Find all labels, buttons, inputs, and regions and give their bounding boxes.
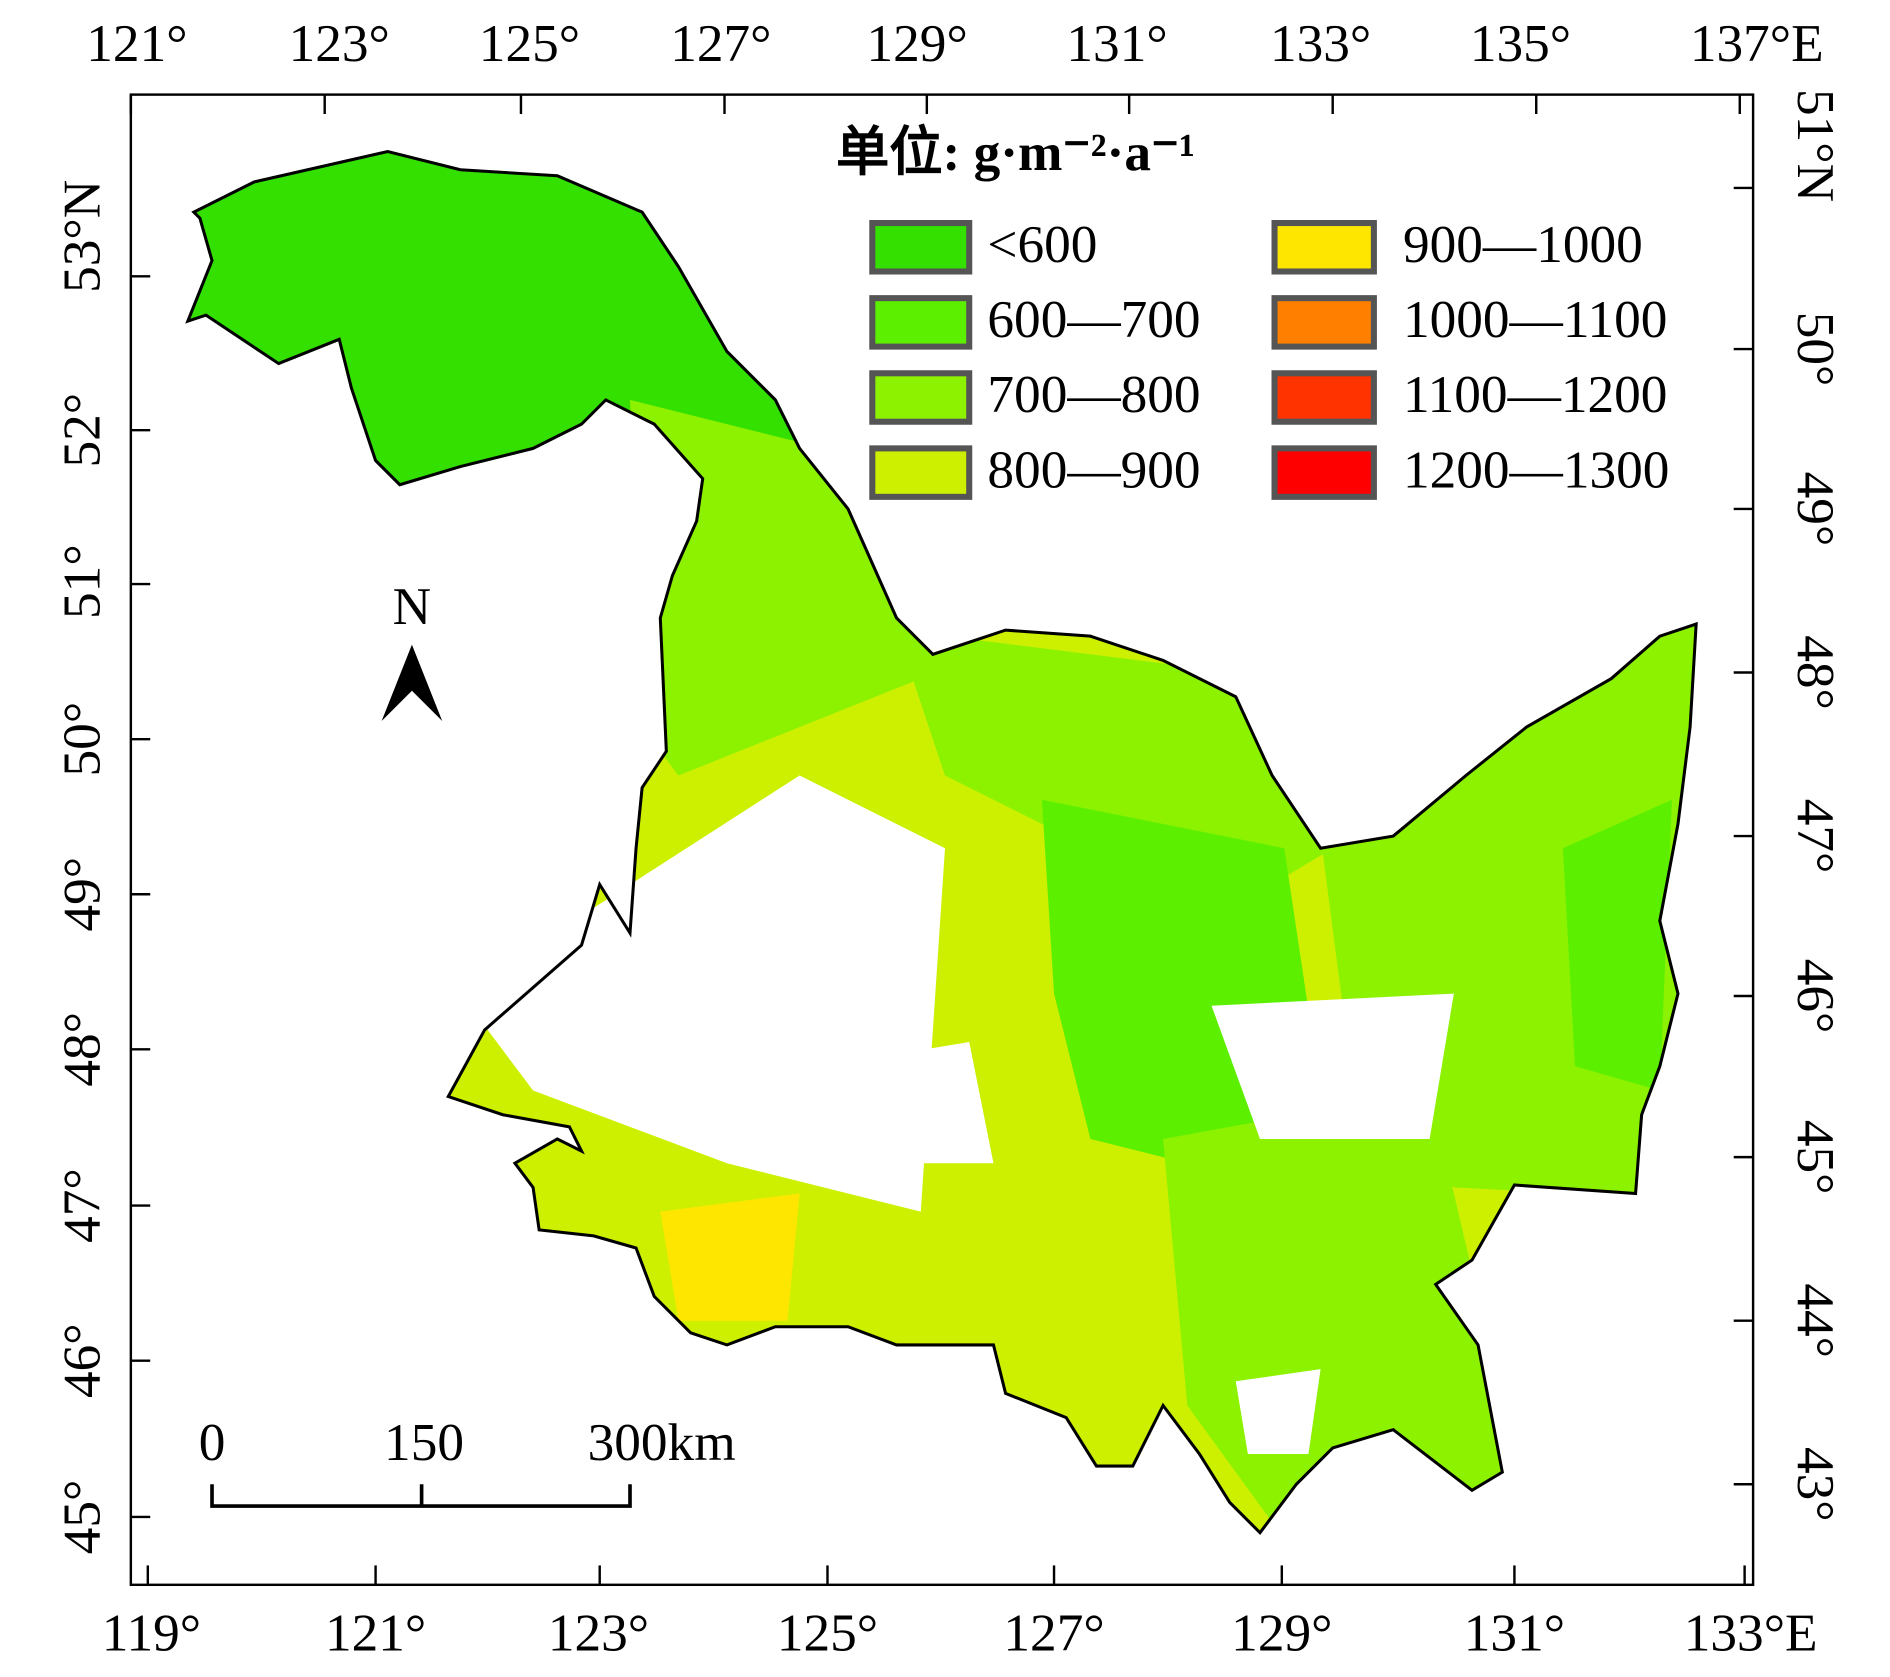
right-axis-label: 46° [1786,959,1845,1034]
top-axis-label: 127° [670,14,771,73]
right-axis-label: 44° [1786,1283,1845,1358]
legend-swatch [869,295,973,350]
scale-bar [210,1484,632,1508]
top-axis-label: 121° [86,14,187,73]
bottom-axis-label: 131° [1464,1603,1565,1662]
left-axis-label: 48° [52,1012,111,1087]
legend-swatch [1271,445,1377,500]
right-axis-label: 51°N [1786,89,1845,202]
legend-swatch [1271,220,1377,275]
right-axis-label: 47° [1786,799,1845,874]
region-outline [185,150,1698,1536]
bottom-axis-label: 121° [325,1603,426,1662]
right-axis-label: 50° [1786,312,1845,387]
legend-swatch [869,220,973,275]
bottom-axis-label: 129° [1231,1603,1332,1662]
right-axis-label: 45° [1786,1120,1845,1195]
legend-title: 单位: g·m⁻²·a⁻¹ [836,123,1195,182]
map-frame [129,93,1755,1587]
bottom-axis-label: 133°E [1684,1603,1818,1662]
scale-label: 300km [588,1413,736,1472]
top-axis-label: 133° [1270,14,1371,73]
legend-label: 900—1000 [1403,215,1643,274]
left-axis-label: 47° [52,1168,111,1243]
top-axis-label: 137°E [1690,14,1824,73]
bottom-axis-label: 123° [548,1603,649,1662]
left-axis-label: 46° [52,1323,111,1398]
legend-label: 700—800 [987,365,1200,424]
scale-label: 150 [384,1413,464,1472]
north-label: N [393,577,431,636]
top-axis-label: 125° [479,14,580,73]
legend-label: 800—900 [987,440,1200,499]
legend-label: 1000—1100 [1403,290,1668,349]
top-axis-label: 131° [1066,14,1167,73]
top-axis-label: 135° [1470,14,1571,73]
left-axis-label: 50° [52,702,111,777]
left-axis-label: 51° [52,544,111,619]
bottom-axis-label: 127° [1003,1603,1104,1662]
top-axis-label: 123° [289,14,390,73]
legend-swatch [869,370,973,425]
right-axis-label: 48° [1786,635,1845,710]
left-axis-label: 52° [52,393,111,468]
legend-label: 1200—1300 [1403,440,1669,499]
left-axis-label: 45° [52,1480,111,1555]
left-axis-label: 53°N [52,180,111,293]
legend-label: <600 [987,215,1097,274]
right-axis-label: 49° [1786,472,1845,547]
left-axis-label: 49° [52,857,111,932]
bottom-axis-label: 125° [777,1603,878,1662]
north-arrow [381,644,443,721]
right-axis-label: 43° [1786,1447,1845,1522]
legend-swatch [869,445,973,500]
legend-swatch [1271,370,1377,425]
legend-label: 1100—1200 [1403,365,1668,424]
top-axis-label: 129° [867,14,968,73]
legend-swatch [1271,295,1377,350]
legend-label: 600—700 [987,290,1200,349]
bottom-axis-label: 119° [102,1603,201,1662]
scale-label: 0 [199,1413,226,1472]
